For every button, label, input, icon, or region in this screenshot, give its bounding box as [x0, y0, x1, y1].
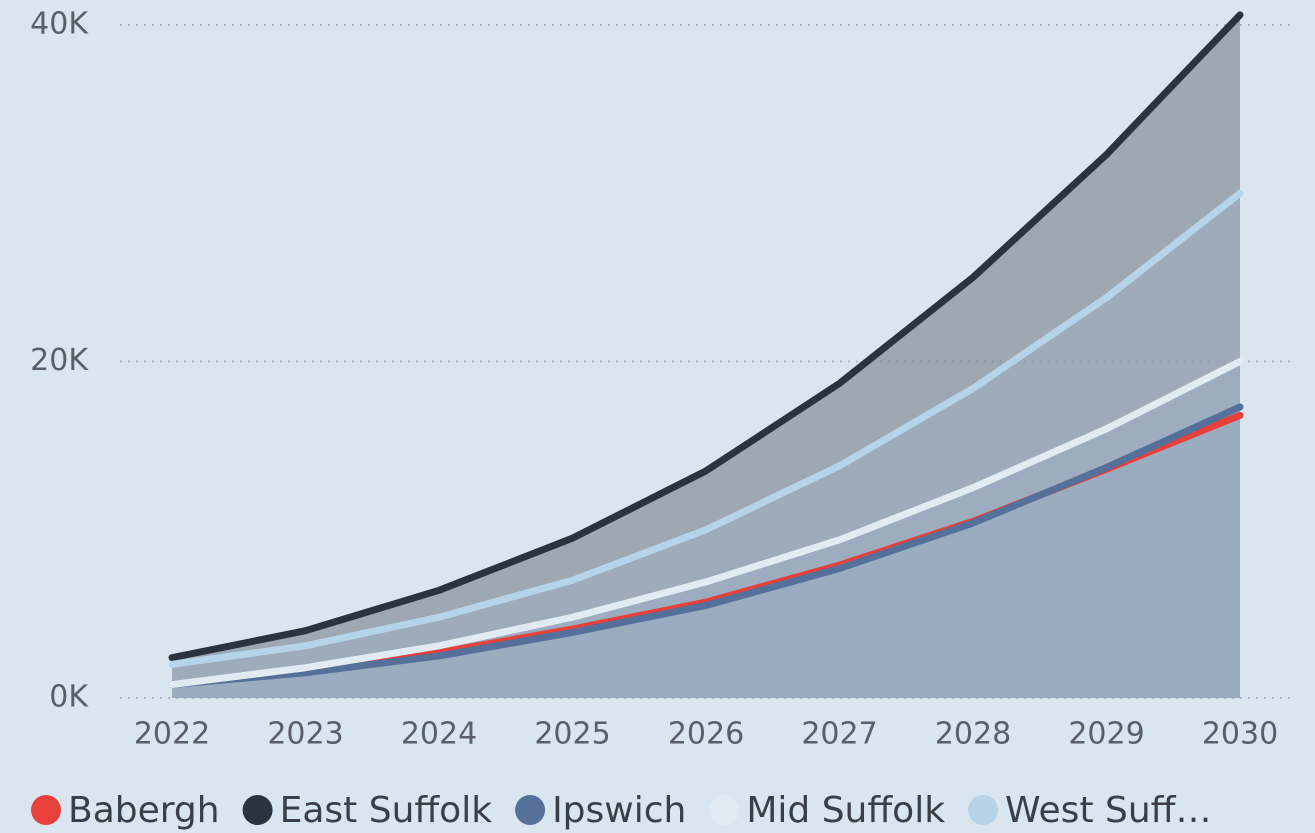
legend-label: Mid Suffolk — [746, 790, 945, 831]
x-tick-label: 2029 — [1068, 717, 1144, 752]
x-tick-label: 2025 — [534, 717, 610, 752]
legend-marker — [968, 795, 999, 825]
x-tick-label: 2030 — [1202, 717, 1278, 752]
line — [168, 358, 1244, 689]
x-tick-label: 2024 — [401, 717, 477, 752]
legend-label: East Suffolk — [280, 790, 493, 831]
y-tick-label: 0K — [49, 680, 89, 715]
area — [172, 361, 1240, 698]
x-tick-label: 2023 — [267, 717, 343, 752]
x-tick-label: 2028 — [935, 717, 1011, 752]
x-tick-label: 2026 — [668, 717, 744, 752]
x-tick-label: 2027 — [801, 717, 877, 752]
x-tick-label: 2022 — [134, 717, 210, 752]
legend-label: West Suff… — [1005, 790, 1211, 831]
y-tick-label: 20K — [30, 343, 89, 378]
legend-marker — [515, 795, 546, 825]
legend-label: Ipswich — [552, 790, 686, 831]
legend-marker — [709, 795, 740, 825]
line — [168, 189, 1244, 668]
area — [172, 14, 1240, 698]
y-tick-label: 40K — [30, 7, 89, 42]
legend-marker — [31, 795, 61, 825]
legend-label: Babergh — [68, 790, 220, 831]
legend-marker — [242, 795, 273, 825]
line — [168, 11, 1244, 662]
line — [168, 403, 1244, 689]
area — [172, 193, 1240, 698]
area — [172, 406, 1240, 698]
